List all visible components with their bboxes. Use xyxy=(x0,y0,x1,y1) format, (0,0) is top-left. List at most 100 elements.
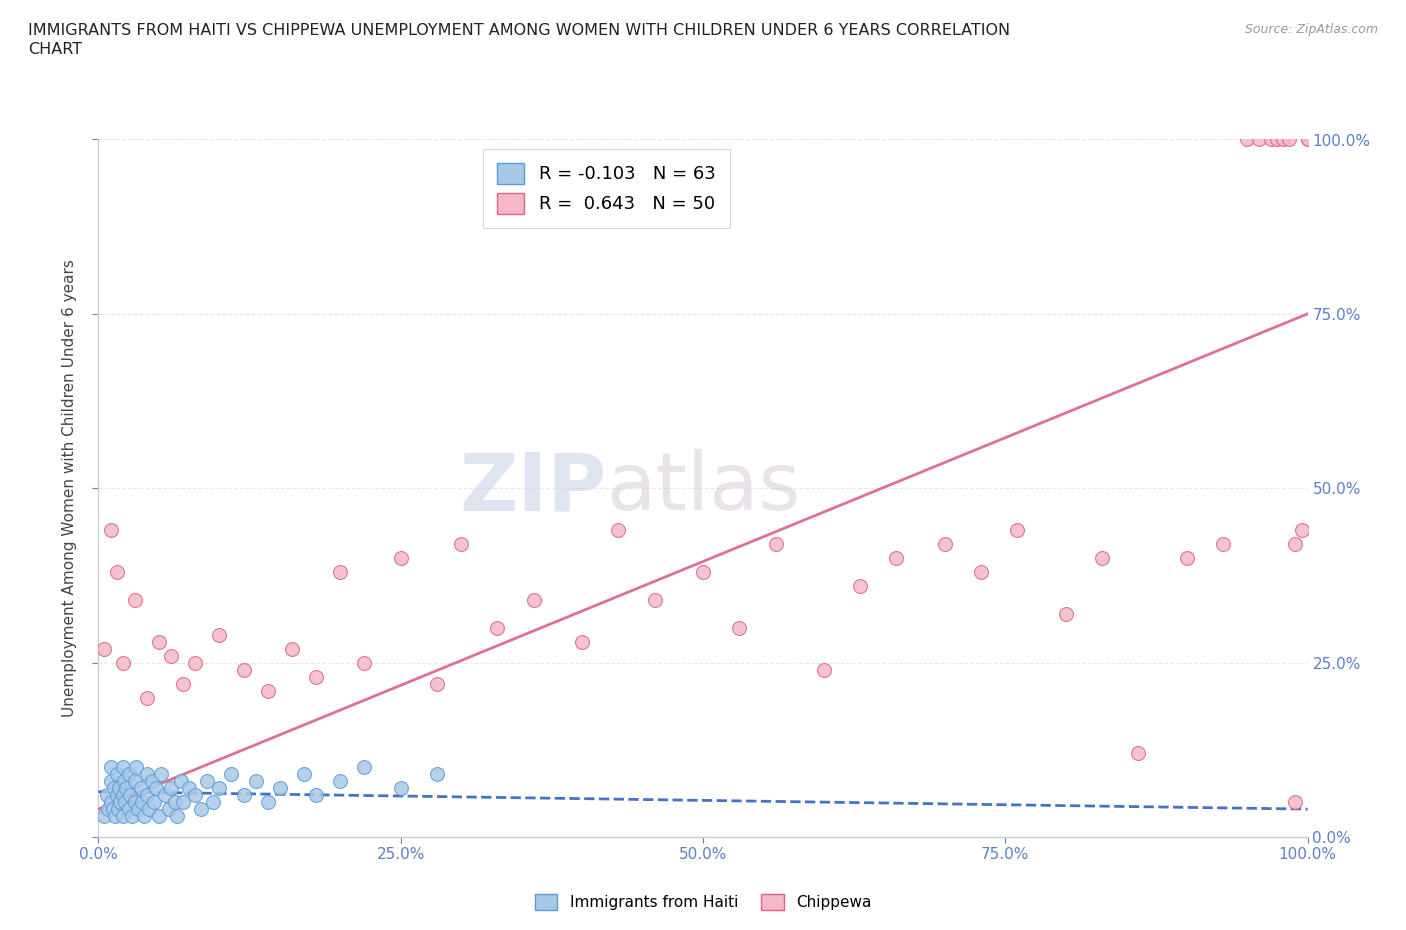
Point xyxy=(1212,537,1234,551)
Point xyxy=(269,781,291,796)
Point xyxy=(256,683,278,698)
Point xyxy=(125,760,148,775)
Point xyxy=(1236,132,1258,147)
Point xyxy=(100,794,122,809)
Point xyxy=(934,537,956,551)
Point xyxy=(1284,794,1306,809)
Point xyxy=(886,551,908,565)
Point xyxy=(1272,132,1295,147)
Point xyxy=(118,766,141,781)
Point xyxy=(184,788,207,803)
Point xyxy=(160,648,183,663)
Point xyxy=(105,565,128,579)
Point xyxy=(1296,132,1319,147)
Point xyxy=(118,788,141,803)
Point xyxy=(96,788,118,803)
Point xyxy=(145,781,167,796)
Point xyxy=(245,774,267,789)
Point xyxy=(121,809,143,824)
Point xyxy=(1175,551,1198,565)
Point xyxy=(1291,523,1313,538)
Point xyxy=(172,676,194,691)
Point xyxy=(329,774,352,789)
Point xyxy=(849,578,872,593)
Point xyxy=(571,634,593,649)
Point xyxy=(486,620,509,635)
Point xyxy=(127,802,149,817)
Point xyxy=(1278,132,1301,147)
Point xyxy=(105,788,128,803)
Point xyxy=(108,781,131,796)
Point xyxy=(426,766,449,781)
Point xyxy=(111,656,134,671)
Point xyxy=(105,766,128,781)
Point xyxy=(169,774,191,789)
Y-axis label: Unemployment Among Women with Children Under 6 years: Unemployment Among Women with Children U… xyxy=(62,259,77,717)
Point xyxy=(426,676,449,691)
Point xyxy=(208,628,231,643)
Point xyxy=(607,523,630,538)
Point xyxy=(644,592,666,607)
Point xyxy=(135,788,157,803)
Point xyxy=(153,788,176,803)
Point xyxy=(172,794,194,809)
Text: IMMIGRANTS FROM HAITI VS CHIPPEWA UNEMPLOYMENT AMONG WOMEN WITH CHILDREN UNDER 6: IMMIGRANTS FROM HAITI VS CHIPPEWA UNEMPL… xyxy=(28,23,1011,38)
Point xyxy=(1260,132,1282,147)
Point xyxy=(232,662,254,677)
Point xyxy=(221,766,243,781)
Point xyxy=(111,760,134,775)
Point xyxy=(389,551,412,565)
Point xyxy=(118,802,141,817)
Point xyxy=(1128,746,1150,761)
Legend: Immigrants from Haiti, Chippewa: Immigrants from Haiti, Chippewa xyxy=(527,886,879,918)
Text: atlas: atlas xyxy=(606,449,800,527)
Point xyxy=(450,537,472,551)
Point xyxy=(1267,132,1289,147)
Point xyxy=(135,690,157,705)
Point xyxy=(111,809,134,824)
Point xyxy=(813,662,835,677)
Point xyxy=(163,794,186,809)
Point xyxy=(353,760,375,775)
Point xyxy=(150,766,173,781)
Point xyxy=(692,565,714,579)
Point xyxy=(305,788,328,803)
Point xyxy=(107,802,129,817)
Point xyxy=(100,774,122,789)
Point xyxy=(1284,537,1306,551)
Point xyxy=(728,620,751,635)
Point xyxy=(329,565,352,579)
Text: CHART: CHART xyxy=(28,42,82,57)
Point xyxy=(100,523,122,538)
Text: Source: ZipAtlas.com: Source: ZipAtlas.com xyxy=(1244,23,1378,36)
Point xyxy=(1091,551,1114,565)
Point xyxy=(124,592,146,607)
Point xyxy=(166,809,188,824)
Point xyxy=(292,766,315,781)
Point xyxy=(1249,132,1271,147)
Point xyxy=(134,809,156,824)
Point xyxy=(115,781,138,796)
Point xyxy=(765,537,787,551)
Point xyxy=(93,642,115,657)
Point xyxy=(138,802,160,817)
Point xyxy=(111,788,134,803)
Point xyxy=(124,794,146,809)
Point xyxy=(148,809,170,824)
Point xyxy=(104,809,127,824)
Point xyxy=(389,781,412,796)
Point xyxy=(256,794,278,809)
Point xyxy=(195,774,218,789)
Point xyxy=(970,565,993,579)
Point xyxy=(129,781,152,796)
Point xyxy=(1054,606,1077,621)
Point xyxy=(305,670,328,684)
Point xyxy=(1296,132,1319,147)
Point xyxy=(281,642,304,657)
Point xyxy=(190,802,212,817)
Point xyxy=(148,634,170,649)
Point xyxy=(184,656,207,671)
Point xyxy=(103,781,125,796)
Point xyxy=(135,766,157,781)
Point xyxy=(108,794,131,809)
